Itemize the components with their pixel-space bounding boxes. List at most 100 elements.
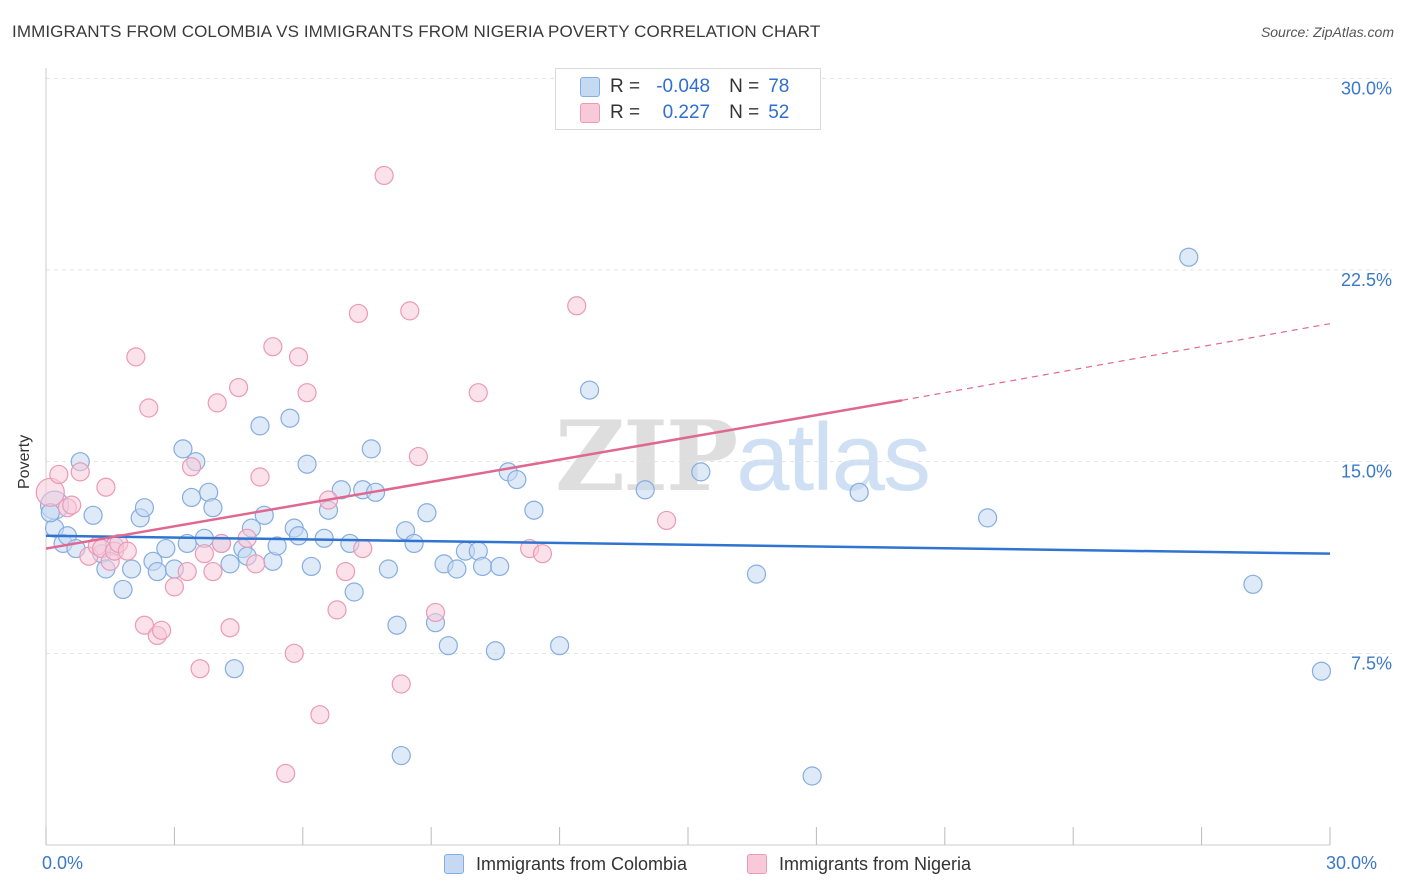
colombia-point <box>691 462 711 482</box>
nigeria-point <box>177 561 197 582</box>
nigeria-point <box>220 618 240 638</box>
legend-nigeria-label: Immigrants from Nigeria <box>779 853 972 874</box>
legend-r-value: -0.048 <box>656 76 711 97</box>
colombia-point <box>378 559 398 579</box>
nigeria-point <box>284 643 304 663</box>
nigeria-point <box>400 301 420 321</box>
legend-colombia-label: Immigrants from Colombia <box>476 853 688 874</box>
nigeria-point <box>532 544 553 564</box>
legend-n-value: 78 <box>768 76 790 97</box>
nigeria-point <box>246 554 266 574</box>
colombia-point <box>344 582 364 602</box>
colombia-legend-icon <box>444 854 464 874</box>
colombia-point <box>173 439 193 459</box>
colombia-point <box>1179 247 1199 267</box>
nigeria-point <box>49 464 69 485</box>
legend-n-label: N = <box>729 76 760 97</box>
nigeria-point <box>190 659 210 679</box>
legend-item-nigeria: Immigrants from Nigeria <box>747 851 971 877</box>
legend-row-nigeria: R = 0.227 N = 52 <box>580 101 789 125</box>
nigeria-point <box>250 467 270 487</box>
colombia-point <box>250 416 270 436</box>
colombia-point <box>331 480 351 500</box>
nigeria-point <box>327 600 347 620</box>
nigeria-point <box>263 337 283 357</box>
nigeria-point <box>408 446 428 467</box>
colombia-point <box>267 536 287 556</box>
legend-item-colombia: Immigrants from Colombia <box>444 851 687 877</box>
nigeria-point <box>151 620 172 640</box>
nigeria-point <box>70 462 90 482</box>
colombia-point <box>472 556 493 577</box>
nigeria-swatch-icon <box>580 103 600 123</box>
nigeria-point <box>468 383 488 403</box>
nigeria-trend-line <box>45 399 903 550</box>
colombia-point <box>1311 661 1332 681</box>
nigeria-point <box>310 705 330 725</box>
colombia-point <box>977 508 998 528</box>
nigeria-point <box>348 303 369 324</box>
colombia-point <box>361 439 381 459</box>
colombia-point <box>417 503 437 523</box>
colombia-point <box>746 564 767 584</box>
y-axis-label: Poverty <box>16 434 33 489</box>
nigeria-point <box>194 544 214 564</box>
nigeria-point <box>656 510 677 531</box>
colombia-point <box>147 561 167 582</box>
colombia-point <box>122 559 142 579</box>
nigeria-point <box>203 561 223 582</box>
nigeria-point <box>62 495 82 515</box>
legend-r-value: 0.227 <box>662 102 711 123</box>
correlation-legend: R = -0.048 N = 78 R = 0.227 N = 52 <box>555 68 821 130</box>
nigeria-point <box>229 377 249 398</box>
colombia-point <box>1243 574 1263 594</box>
nigeria-point <box>288 347 309 367</box>
nigeria-point <box>276 763 296 784</box>
colombia-point <box>297 454 317 474</box>
colombia-point <box>301 556 321 577</box>
nigeria-point <box>336 561 356 582</box>
colombia-point <box>438 636 458 656</box>
chart-title: IMMIGRANTS FROM COLOMBIA VS IMMIGRANTS F… <box>12 22 821 41</box>
colombia-trend-line <box>45 534 1331 555</box>
nigeria-point <box>391 674 411 694</box>
nigeria-point <box>567 296 587 316</box>
nigeria-point <box>126 347 146 367</box>
x-tick-label-min: 0.0% <box>42 853 84 873</box>
nigeria-point <box>164 577 184 597</box>
colombia-point <box>802 766 822 786</box>
colombia-point <box>635 480 655 500</box>
colombia-point <box>280 408 300 428</box>
y-tick-label: 15.0% <box>1341 462 1392 482</box>
nigeria-point <box>353 538 373 559</box>
nigeria-point <box>117 541 137 561</box>
colombia-point <box>404 533 424 554</box>
legend-n-value: 52 <box>768 102 790 123</box>
watermark-atlas: atlas <box>736 404 931 511</box>
legend-n-label: N = <box>729 102 760 123</box>
colombia-point <box>391 745 411 766</box>
colombia-point <box>387 615 407 635</box>
colombia-point <box>490 556 510 577</box>
nigeria-point <box>207 393 227 413</box>
colombia-point <box>549 636 570 656</box>
x-tick-label-max: 30.0% <box>1326 853 1378 873</box>
nigeria-point <box>425 602 446 623</box>
y-tick-label: 30.0% <box>1341 78 1392 98</box>
colombia-point <box>447 559 467 579</box>
colombia-point <box>849 482 869 502</box>
y-tick-label: 7.5% <box>1351 653 1392 673</box>
colombia-swatch-icon <box>580 77 600 97</box>
nigeria-point <box>297 383 317 403</box>
nigeria-point <box>139 398 159 418</box>
colombia-point <box>156 538 176 559</box>
nigeria-point <box>96 477 116 497</box>
legend-row-colombia: R = -0.048 N = 78 <box>580 75 789 99</box>
colombia-point <box>524 500 544 520</box>
colombia-point <box>485 641 505 661</box>
colombia-point <box>224 659 244 679</box>
colombia-point <box>83 505 103 525</box>
colombia-point <box>579 380 600 400</box>
nigeria-point <box>181 457 202 477</box>
